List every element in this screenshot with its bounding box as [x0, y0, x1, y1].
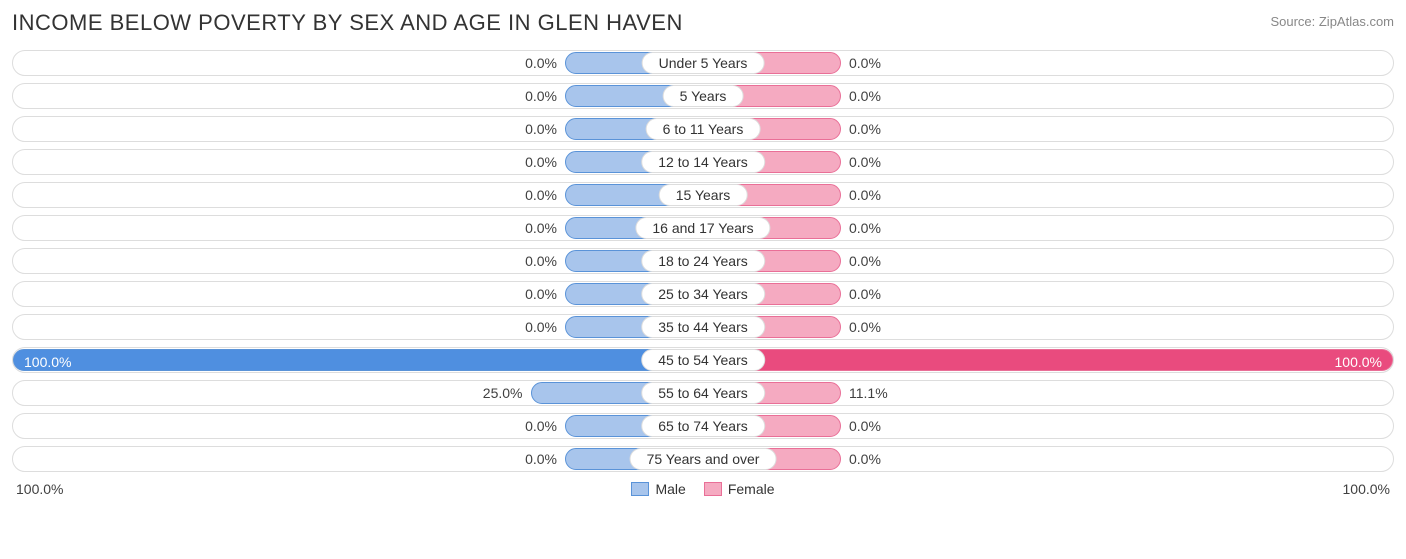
chart-row: 100.0% 100.0% 45 to 54 Years [12, 347, 1394, 373]
male-value-label: 0.0% [525, 183, 557, 207]
chart-source: Source: ZipAtlas.com [1270, 10, 1394, 29]
chart-title: INCOME BELOW POVERTY BY SEX AND AGE IN G… [12, 10, 683, 36]
category-label: 65 to 74 Years [641, 415, 765, 437]
male-value-label: 100.0% [24, 350, 71, 374]
chart-row: 0.0% 0.0% 65 to 74 Years [12, 413, 1394, 439]
category-label: 6 to 11 Years [646, 118, 761, 140]
male-value-label: 25.0% [483, 381, 523, 405]
female-value-label: 0.0% [849, 315, 881, 339]
female-value-label: 0.0% [849, 447, 881, 471]
male-value-label: 0.0% [525, 315, 557, 339]
male-value-label: 0.0% [525, 84, 557, 108]
category-label: Under 5 Years [642, 52, 765, 74]
category-label: 16 and 17 Years [635, 217, 770, 239]
male-value-label: 0.0% [525, 414, 557, 438]
male-value-label: 0.0% [525, 51, 557, 75]
chart-header: INCOME BELOW POVERTY BY SEX AND AGE IN G… [12, 10, 1394, 36]
male-value-label: 0.0% [525, 117, 557, 141]
male-value-label: 0.0% [525, 249, 557, 273]
chart-row: 0.0% 0.0% 5 Years [12, 83, 1394, 109]
female-value-label: 100.0% [1335, 350, 1382, 374]
female-value-label: 11.1% [849, 381, 888, 405]
chart-row: 0.0% 0.0% 75 Years and over [12, 446, 1394, 472]
chart-row: 0.0% 0.0% 12 to 14 Years [12, 149, 1394, 175]
chart-footer: 100.0% Male Female 100.0% [12, 479, 1394, 497]
category-label: 35 to 44 Years [641, 316, 765, 338]
axis-right-label: 100.0% [1343, 481, 1390, 497]
chart-area: 0.0%0.0%Under 5 Years0.0%0.0%5 Years0.0%… [12, 50, 1394, 472]
female-value-label: 0.0% [849, 117, 881, 141]
legend-female-label: Female [728, 481, 775, 497]
female-value-label: 0.0% [849, 51, 881, 75]
legend-male: Male [631, 481, 685, 497]
female-value-label: 0.0% [849, 282, 881, 306]
female-value-label: 0.0% [849, 216, 881, 240]
chart-row: 0.0% 0.0% 18 to 24 Years [12, 248, 1394, 274]
female-value-label: 0.0% [849, 183, 881, 207]
male-value-label: 0.0% [525, 216, 557, 240]
category-label: 5 Years [663, 85, 744, 107]
legend: Male Female [631, 481, 774, 497]
legend-male-swatch [631, 482, 649, 496]
legend-female-swatch [704, 482, 722, 496]
category-label: 12 to 14 Years [641, 151, 765, 173]
category-label: 25 to 34 Years [641, 283, 765, 305]
chart-row: 0.0% 0.0% 6 to 11 Years [12, 116, 1394, 142]
male-value-label: 0.0% [525, 447, 557, 471]
category-label: 75 Years and over [630, 448, 777, 470]
chart-row: 0.0% 0.0% 16 and 17 Years [12, 215, 1394, 241]
category-label: 55 to 64 Years [641, 382, 765, 404]
chart-row: 0.0% 0.0% Under 5 Years [12, 50, 1394, 76]
axis-left-label: 100.0% [16, 481, 63, 497]
category-label: 18 to 24 Years [641, 250, 765, 272]
female-value-label: 0.0% [849, 84, 881, 108]
chart-row: 25.0% 11.1% 55 to 64 Years [12, 380, 1394, 406]
chart-container: INCOME BELOW POVERTY BY SEX AND AGE IN G… [0, 0, 1406, 559]
category-label: 15 Years [659, 184, 748, 206]
female-value-label: 0.0% [849, 249, 881, 273]
male-bar: 100.0% [13, 349, 703, 371]
category-label: 45 to 54 Years [641, 349, 765, 371]
chart-row: 0.0% 0.0% 15 Years [12, 182, 1394, 208]
chart-row: 0.0% 0.0% 35 to 44 Years [12, 314, 1394, 340]
male-value-label: 0.0% [525, 282, 557, 306]
female-value-label: 0.0% [849, 150, 881, 174]
legend-female: Female [704, 481, 775, 497]
male-value-label: 0.0% [525, 150, 557, 174]
chart-row: 0.0% 0.0% 25 to 34 Years [12, 281, 1394, 307]
female-bar: 100.0% [703, 349, 1393, 371]
female-value-label: 0.0% [849, 414, 881, 438]
legend-male-label: Male [655, 481, 685, 497]
